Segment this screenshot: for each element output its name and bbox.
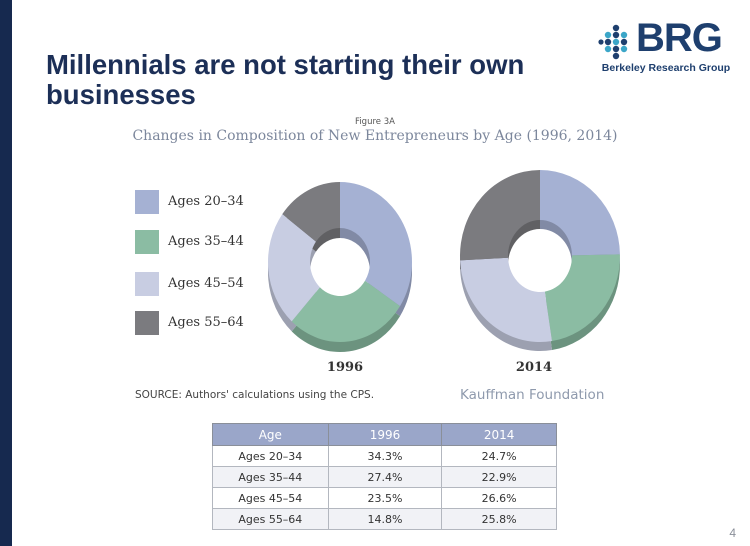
column-header: Age <box>212 423 329 446</box>
table-header-row: Age 1996 2014 <box>212 423 557 446</box>
donut-charts: 1996 2014 <box>268 170 620 375</box>
legend-item: Ages 45–54 <box>135 272 285 296</box>
donut-2014 <box>460 170 620 351</box>
figure-label: Figure 3A <box>355 117 395 127</box>
table-cell: 26.6% <box>441 487 557 509</box>
donut-slice <box>540 170 620 256</box>
legend-item: Ages 20–34 <box>135 190 285 214</box>
donut-slice <box>460 170 540 261</box>
donut-slice <box>544 254 620 342</box>
slide-title: Millennials are not starting their own b… <box>46 49 525 110</box>
left-accent-bar <box>0 0 12 546</box>
table-cell: Ages 35–44 <box>212 466 329 488</box>
column-header: 2014 <box>441 423 557 446</box>
table-cell: 27.4% <box>327 466 443 488</box>
legend-item: Ages 55–64 <box>135 311 285 335</box>
chart-title: Changes in Composition of New Entreprene… <box>132 128 618 144</box>
table-cell: 22.9% <box>441 466 557 488</box>
table-row: Ages 45–54 23.5% 26.6% <box>212 487 557 509</box>
column-header: 1996 <box>327 423 443 446</box>
table-row: Ages 20–34 34.3% 24.7% <box>212 445 557 467</box>
brg-logo: BRG Berkeley Research Group <box>596 14 736 78</box>
year-label: 1996 <box>327 360 363 375</box>
table-cell: 24.7% <box>441 445 557 467</box>
table-row: Ages 55–64 14.8% 25.8% <box>212 508 557 530</box>
table-row: Ages 35–44 27.4% 22.9% <box>212 466 557 488</box>
donut-slice <box>282 182 340 242</box>
source-note: SOURCE: Authors' calculations using the … <box>135 389 375 401</box>
table-cell: 34.3% <box>327 445 443 467</box>
logo-subtitle: Berkeley Research Group <box>601 62 731 74</box>
table-cell: Ages 20–34 <box>212 445 329 467</box>
year-label: 2014 <box>516 360 552 375</box>
logo-wordmark: BRG <box>636 16 723 60</box>
table-cell: Ages 55–64 <box>212 508 329 530</box>
legend-swatch <box>135 230 159 254</box>
donut-slice <box>340 182 412 307</box>
table-cell: 25.8% <box>441 508 557 530</box>
legend-item: Ages 35–44 <box>135 230 285 254</box>
credit-label: Kauffman Foundation <box>460 387 605 403</box>
brg-dots-icon <box>598 24 628 60</box>
donut-slice <box>268 214 320 322</box>
data-table: Age 1996 2014 Ages 20–34 34.3% 24.7% Age… <box>212 423 557 530</box>
donut-slice <box>460 257 553 342</box>
page-number: 4 <box>729 526 736 540</box>
legend-label: Ages 35–44 <box>168 234 244 249</box>
legend-label: Ages 20–34 <box>168 194 244 209</box>
donut-1996 <box>268 182 412 352</box>
donut-slice <box>291 280 401 342</box>
legend-label: Ages 45–54 <box>168 276 244 291</box>
table-cell: 23.5% <box>327 487 443 509</box>
legend-label: Ages 55–64 <box>168 315 244 330</box>
table-cell: 14.8% <box>327 508 443 530</box>
legend-swatch <box>135 272 159 296</box>
table-cell: Ages 45–54 <box>212 487 329 509</box>
legend-swatch <box>135 311 159 335</box>
legend-swatch <box>135 190 159 214</box>
